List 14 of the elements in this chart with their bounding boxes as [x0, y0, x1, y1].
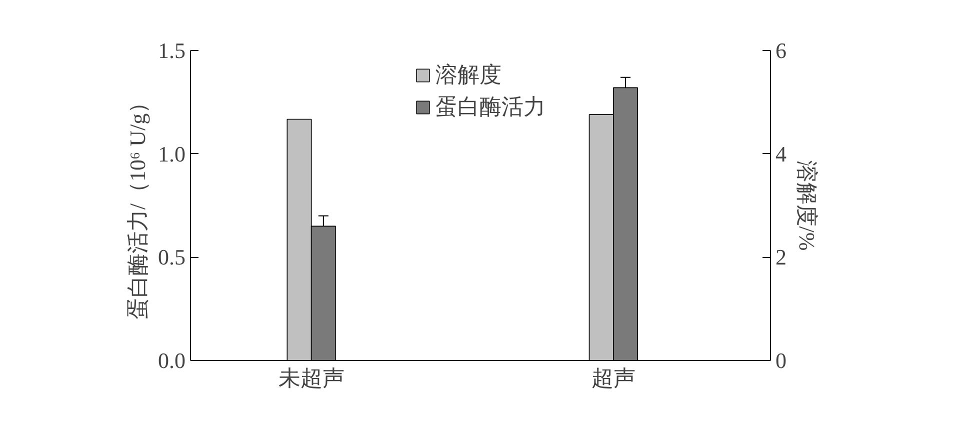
y2-tick-label: 4 — [776, 141, 786, 166]
y-tick-label: 0.5 — [158, 244, 186, 270]
legend-label: 蛋白酶活力 — [436, 93, 546, 121]
y2-axis-title: 溶解度/% — [794, 160, 820, 251]
y-tick-label: 0.0 — [158, 348, 186, 373]
legend-label: 溶解度 — [436, 61, 502, 89]
y-tick-label: 1.0 — [158, 141, 186, 166]
y2-tick-label: 0 — [776, 348, 786, 373]
y2-tick-label: 2 — [776, 244, 786, 270]
y-tick-label: 1.5 — [158, 38, 186, 63]
y2-tick-label: 6 — [776, 38, 786, 63]
x-tick-label: 未超声 — [278, 366, 344, 390]
x-tick-label: 超声 — [591, 366, 636, 390]
y-axis-title: 蛋白酶活力/（10⁶ U/g） — [125, 91, 150, 320]
